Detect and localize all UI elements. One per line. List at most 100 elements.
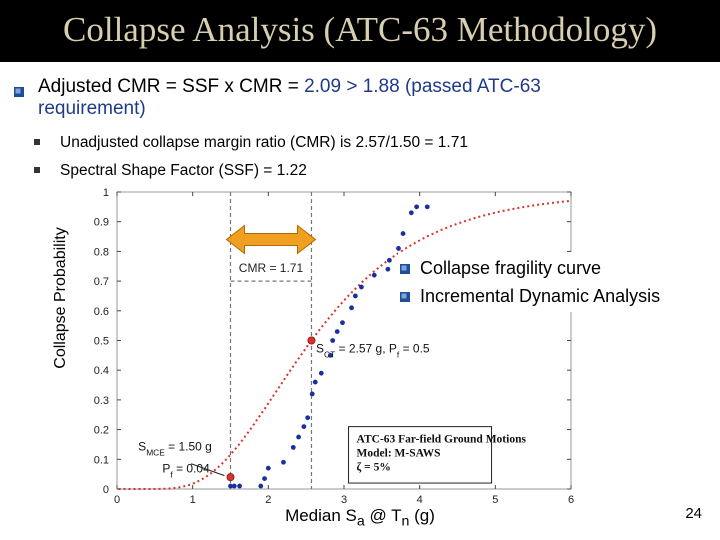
y-tick-label: 0.3 <box>94 395 109 407</box>
page-number: 24 <box>685 505 702 522</box>
pf-leader-line <box>190 463 225 477</box>
ida-point <box>396 246 401 251</box>
legend-label-fragility: Collapse fragility curve <box>420 258 602 278</box>
x-tick-label: 6 <box>568 494 574 506</box>
axes: 0 1 2 3 4 5 6 0 0.1 0.2 0.3 0.4 0.5 0.6 0.7 0.8 0.9 1 <box>94 187 574 506</box>
info-box-line: ζ = 5% <box>357 461 391 474</box>
smce-annotation: SMCE = 1.50 g <box>138 439 212 457</box>
x-label-end: (g) <box>409 506 435 525</box>
ida-point <box>265 465 271 471</box>
x-label-main: Median S <box>285 506 357 525</box>
ida-point <box>262 476 267 482</box>
x-tick-label: 0 <box>114 494 120 506</box>
x-label-mid: @ T <box>364 506 402 525</box>
ida-point <box>352 293 358 299</box>
sub-bullet-ssf-text: Spectral Shape Factor (SSF) = 1.22 <box>60 162 307 179</box>
ida-point <box>258 483 264 489</box>
plot-frame <box>116 191 572 490</box>
square-bullet-icon <box>34 138 40 145</box>
x-tick-label: 5 <box>492 494 498 506</box>
ida-point <box>305 415 311 421</box>
sub-bullet-ssf: Spectral Shape Factor (SSF) = 1.22 <box>34 162 307 180</box>
ida-points <box>226 204 430 489</box>
pf-annotation-part: f <box>170 470 173 480</box>
info-box-line: Model: M-SAWS <box>357 448 441 460</box>
sct-annotation-part: CT <box>324 349 335 359</box>
chart-legend: Collapse fragility curve Incremental Dyn… <box>398 252 665 312</box>
ida-point <box>281 459 286 465</box>
ida-point <box>330 338 336 343</box>
reference-lines: CMR = 1.71 <box>225 192 317 489</box>
y-tick-label: 0.7 <box>94 276 109 288</box>
checkbox-bullet-icon <box>400 254 410 274</box>
ida-point <box>400 231 406 236</box>
ida-point <box>424 204 430 210</box>
sub-bullet-cmr: Unadjusted collapse margin ratio (CMR) i… <box>34 134 468 152</box>
ida-point <box>327 352 333 358</box>
y-tick-label: 0.6 <box>94 306 109 318</box>
info-box <box>348 426 493 484</box>
x-label-sub1: a <box>356 513 365 530</box>
sct-annotation-part: = 0.5 <box>399 341 430 355</box>
ida-point <box>290 445 296 450</box>
slide-title: Collapse Analysis (ATC-63 Methodology) <box>63 10 657 49</box>
ida-point <box>371 272 377 278</box>
ida-point <box>340 320 345 326</box>
ida-point <box>359 284 364 290</box>
pf-annotation-part: P <box>162 462 170 476</box>
y-tick-label: 0.8 <box>94 246 109 258</box>
ida-point <box>301 424 307 430</box>
ida-point <box>387 257 392 263</box>
info-box-line-part: Model: M-SAWS <box>357 448 441 460</box>
y-tick-label: 0.1 <box>94 454 109 466</box>
y-tick-label: 0.2 <box>94 425 109 437</box>
legend-item-ida: Incremental Dynamic Analysis <box>400 282 660 310</box>
x-label-sub2: n <box>401 513 410 530</box>
sct-annotation-part: S <box>316 341 324 355</box>
smce-annotation-part: MCE <box>146 447 165 457</box>
smce-annotation-part: = 1.50 g <box>165 439 212 453</box>
info-box-line-part: ATC-63 Far-field Ground Motions <box>357 434 527 446</box>
ida-point <box>408 210 414 216</box>
info-box-line: ATC-63 Far-field Ground Motions <box>357 434 527 446</box>
smce-annotation-part: S <box>138 439 146 453</box>
x-tick-label: 1 <box>190 494 196 506</box>
ida-point <box>414 204 420 210</box>
ida-point <box>312 379 318 385</box>
ida-point <box>309 391 315 397</box>
main-bullet: Adjusted CMR = SSF x CMR = 2.09 > 1.88 (… <box>14 76 704 120</box>
y-tick-label: 0.5 <box>94 336 109 348</box>
title-bar <box>0 0 720 62</box>
sct-annotation-part: = 2.57 g, P <box>335 341 397 355</box>
y-tick-label: 0.9 <box>94 217 109 229</box>
cmr-label: CMR = 1.71 <box>239 261 304 275</box>
info-box-line-part: = 5% <box>361 462 391 474</box>
ida-point <box>296 434 301 440</box>
fragility-curve <box>118 199 572 490</box>
checkbox-bullet-icon <box>400 282 410 302</box>
pf-annotation-part: = 0.04 <box>173 462 210 476</box>
ida-point <box>231 483 237 489</box>
info-box-line-part: ζ <box>357 461 362 474</box>
ida-point <box>385 266 391 272</box>
y-tick-label: 0.4 <box>94 365 109 377</box>
main-bullet-highlight: 2.09 > 1.88 (passed ATC-63 <box>304 76 541 97</box>
x-tick-label: 2 <box>265 494 271 506</box>
y-tick-label: 0 <box>103 484 109 496</box>
cmr-double-arrow <box>225 224 317 255</box>
sct-annotation-part: f <box>397 349 400 359</box>
x-tick-label: 3 <box>341 494 347 506</box>
highlight-point <box>226 473 235 482</box>
main-bullet-prefix: Adjusted CMR = SSF x CMR = <box>38 76 305 97</box>
pf-annotation: Pf = 0.04 <box>162 462 210 480</box>
x-axis-label: Median Sa @ Tn (g) <box>250 506 470 529</box>
sub-bullet-cmr-text: Unadjusted collapse margin ratio (CMR) i… <box>60 134 468 151</box>
y-axis-label: Collapse Probability <box>52 227 69 369</box>
ida-point <box>349 305 354 311</box>
ida-point <box>237 483 242 489</box>
legend-item-fragility: Collapse fragility curve <box>400 254 660 282</box>
y-tick-label: 1 <box>103 187 109 199</box>
ida-point <box>228 483 233 489</box>
